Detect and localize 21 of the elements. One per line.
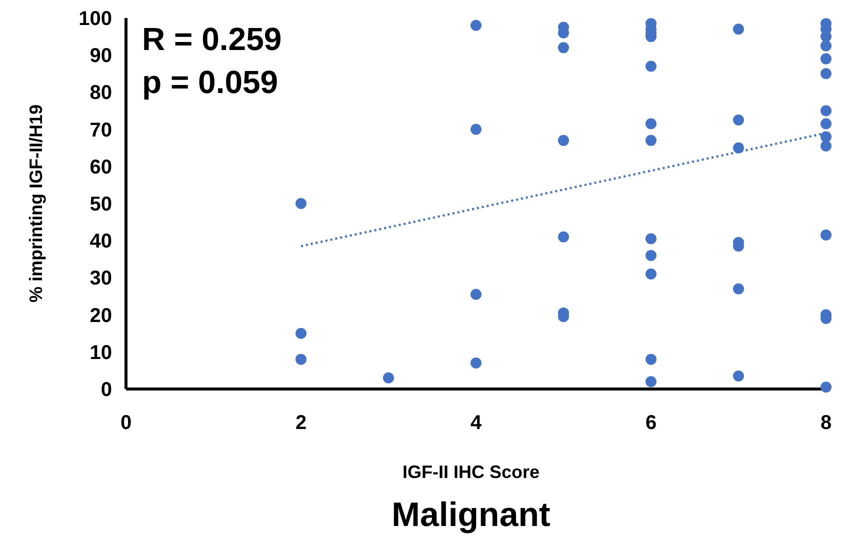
y-axis-title: % imprinting IGF-II/H19	[26, 104, 46, 303]
y-tick-label: 50	[90, 194, 112, 216]
y-tick-label: 40	[90, 230, 112, 253]
y-tick-label: 20	[90, 304, 112, 327]
x-tick-label: 2	[295, 412, 307, 434]
x-tick-label: 4	[470, 412, 482, 434]
x-tick-label: 8	[820, 412, 832, 434]
y-tick-label: 30	[90, 268, 112, 290]
y-tick-label: 90	[90, 45, 112, 68]
annotation: R = 0.259	[142, 21, 282, 57]
x-tick-label: 0	[120, 412, 132, 434]
x-tick-label: 6	[645, 412, 657, 434]
y-tick-label: 10	[90, 342, 112, 364]
y-tick-label: 70	[90, 119, 112, 142]
y-tick-label: 80	[90, 82, 112, 104]
y-tick-label: 60	[90, 156, 112, 178]
text: Malignant	[392, 496, 550, 534]
y-tick-label: 0	[100, 379, 112, 401]
y-tick-label: 100	[78, 8, 112, 30]
x-axis-title: IGF-II IHC Score	[402, 462, 540, 482]
annotation: p = 0.059	[142, 64, 278, 100]
